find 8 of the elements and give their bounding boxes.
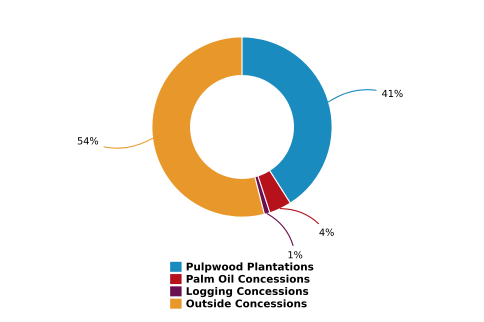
legend-label: Outside Concessions	[186, 299, 307, 308]
data-label: 1%	[288, 251, 302, 258]
data-label: 4%	[319, 228, 334, 236]
legend-label: Pulpwood Plantations	[186, 262, 314, 273]
legend-label: Logging Concessions	[186, 286, 308, 298]
data-label: 41%	[382, 90, 403, 98]
data-label: 54%	[78, 137, 98, 145]
legend-label: Palm Oil Concessions	[186, 274, 310, 283]
